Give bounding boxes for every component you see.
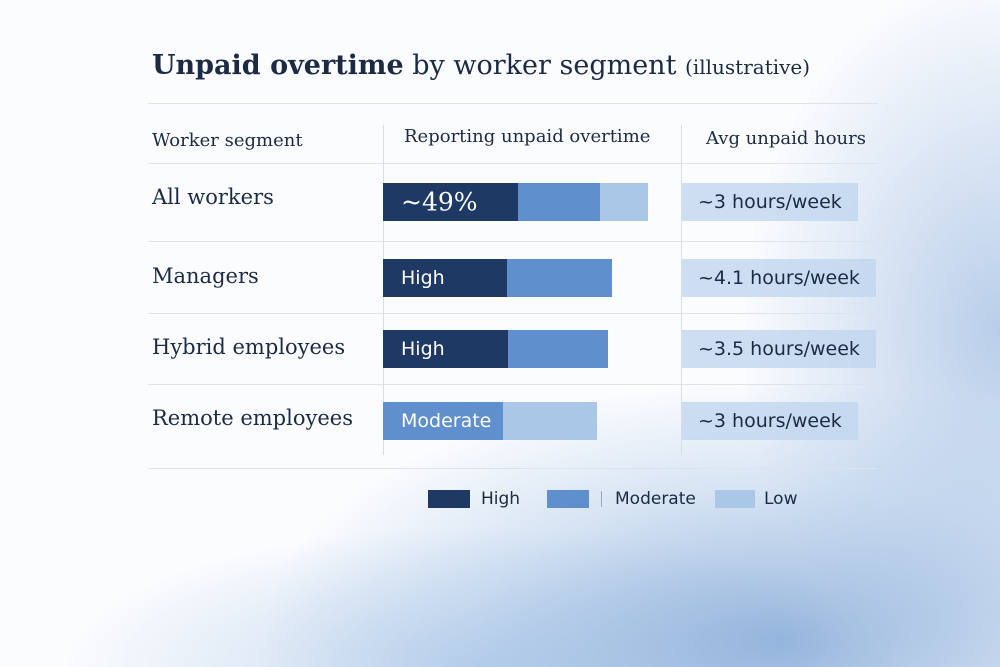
segment-name: All workers	[152, 185, 274, 209]
divider	[148, 468, 878, 469]
bar-moderate	[518, 183, 600, 221]
level-bar: High	[383, 330, 608, 368]
legend-swatch	[715, 490, 755, 508]
legend-swatch	[547, 490, 589, 508]
hours-cell: ~3.5 hours/week	[682, 330, 876, 368]
segment-name: Managers	[152, 264, 259, 288]
hours-cell: ~3 hours/week	[682, 183, 858, 221]
title-rest: by worker segment	[412, 50, 677, 81]
divider	[148, 313, 878, 314]
divider	[148, 384, 878, 385]
bar-moderate	[507, 259, 612, 297]
level-bar: Moderate	[383, 402, 597, 440]
legend-label: Low	[764, 489, 798, 509]
legend-label: Moderate	[615, 489, 696, 509]
bar-high	[383, 259, 507, 297]
segment-name: Hybrid employees	[152, 335, 346, 359]
hours-cell: ~4.1 hours/week	[682, 259, 876, 297]
level-bar: ~49%	[383, 183, 648, 221]
bar-label: ~49%	[401, 187, 478, 217]
column-header: Reporting unpaid overtime	[404, 126, 651, 147]
level-bar: High	[383, 259, 612, 297]
bar-low	[503, 402, 597, 440]
column-header: Avg unpaid hours	[706, 128, 866, 149]
bar-low	[600, 183, 648, 221]
bar-high	[383, 183, 518, 221]
title-note: (illustrative)	[685, 55, 811, 79]
divider	[148, 103, 878, 104]
bar-moderate	[383, 402, 503, 440]
title: Unpaid overtime by worker segment (illus…	[152, 50, 810, 81]
divider	[148, 163, 878, 164]
legend-swatch	[428, 490, 470, 508]
title-bold: Unpaid overtime	[152, 50, 404, 81]
bar-high	[383, 330, 508, 368]
hours-cell: ~3 hours/week	[682, 402, 858, 440]
legend-label: High	[481, 489, 521, 509]
bar-label: High	[401, 267, 445, 289]
bar-label: High	[401, 338, 445, 360]
segment-name: Remote employees	[152, 406, 353, 430]
column-header: Worker segment	[152, 130, 303, 151]
bar-label: Moderate	[401, 410, 492, 432]
divider	[148, 241, 878, 242]
column-divider	[681, 125, 682, 455]
bar-moderate	[508, 330, 608, 368]
legend-divider	[601, 491, 602, 507]
